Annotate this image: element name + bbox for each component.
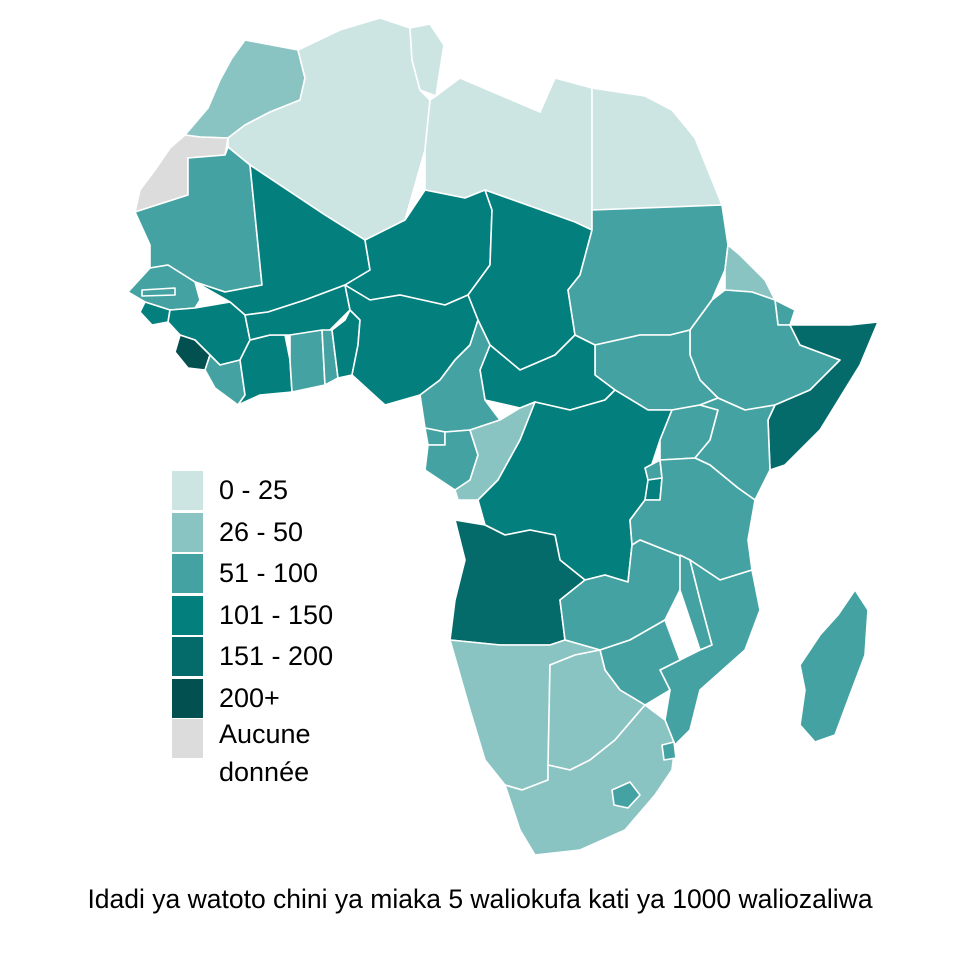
legend-swatch — [172, 554, 203, 594]
country-gambia: Gambia — [141, 287, 176, 297]
legend-item: 101 - 150 — [172, 595, 369, 637]
country-egypt: Egypt — [591, 87, 723, 211]
legend-label: Aucune donnée — [219, 719, 311, 787]
map-legend: 0 - 25 26 - 50 51 - 100 101 - 150 151 - … — [172, 470, 369, 803]
country-guinea-bissau: Guinea-Bissau — [139, 301, 171, 326]
country-tunisia: Tunisia — [409, 23, 445, 97]
legend-label: 0 - 25 — [219, 475, 289, 506]
legend-item: 151 - 200 — [172, 636, 369, 678]
legend-swatch — [172, 471, 203, 511]
legend-swatch — [172, 719, 203, 758]
legend-item: 200+ — [172, 678, 369, 720]
legend-swatch — [172, 637, 203, 677]
legend-item: 0 - 25 — [172, 470, 369, 512]
legend-swatch — [172, 678, 203, 718]
legend-swatch — [172, 595, 203, 635]
legend-label: 51 - 100 — [219, 558, 319, 589]
country-lesotho: Lesotho — [611, 781, 641, 809]
legend-item: 51 - 100 — [172, 553, 369, 595]
country-madagascar: Madagascar — [799, 589, 869, 743]
country-ghana: Ghana — [289, 329, 326, 393]
legend-item: 26 - 50 — [172, 512, 369, 554]
legend-label: 151 - 200 — [219, 641, 334, 672]
legend-label: 101 - 150 — [219, 599, 334, 630]
country-burundi: Burundi — [644, 477, 663, 501]
legend-swatch — [172, 512, 203, 552]
country-south-africa: South Africa — [504, 704, 676, 856]
legend-label: 26 - 50 — [219, 516, 304, 547]
legend-label: 200+ — [219, 682, 280, 713]
country-eswatini: Eswatini — [661, 741, 677, 761]
legend-item: Aucune donnée — [172, 719, 369, 803]
map-caption: Idadi ya watoto chini ya miaka 5 walioku… — [87, 884, 873, 914]
